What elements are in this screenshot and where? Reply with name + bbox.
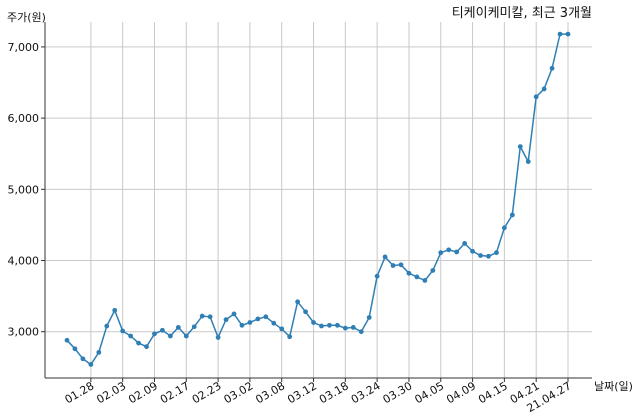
data-point (509, 212, 515, 218)
data-point (454, 249, 460, 255)
y-tick-label: 6,000 (8, 112, 40, 125)
data-point (366, 315, 372, 320)
axes (41, 22, 592, 382)
x-tick-label: 03.18 (317, 379, 351, 406)
chart-title: 티케이케미칼, 최근 3개월 (452, 6, 592, 21)
data-point (128, 333, 134, 339)
data-point (223, 317, 229, 323)
data-point (390, 263, 396, 268)
data-point (271, 320, 277, 326)
x-tick-labels: 01.2802.0302.0902.1702.2303.0203.0803.12… (63, 379, 574, 415)
data-point (342, 325, 348, 331)
y-tick-label: 5,000 (8, 183, 40, 196)
x-tick-label: 03.24 (349, 379, 383, 406)
data-point (446, 247, 452, 253)
x-tick-label: 03.30 (381, 379, 415, 406)
data-point (462, 241, 468, 246)
data-point (88, 362, 94, 367)
data-point (438, 250, 444, 256)
x-tick-label: 04.09 (444, 379, 478, 406)
data-point (303, 309, 308, 315)
data-point (231, 311, 237, 317)
data-point (533, 94, 539, 100)
series-line (66, 33, 568, 366)
x-tick-label: 03.02 (222, 379, 256, 406)
data-point (327, 322, 332, 328)
x-tick-label: 02.17 (158, 379, 192, 406)
data-point (541, 86, 547, 92)
data-point (374, 273, 380, 279)
data-point (350, 325, 356, 330)
data-point (319, 323, 324, 329)
data-point (175, 325, 181, 330)
data-point (295, 299, 301, 305)
x-tick-label: 03.08 (253, 379, 287, 406)
data-point (398, 262, 404, 268)
data-point (120, 328, 126, 334)
x-tick-label: 03.12 (285, 379, 319, 406)
data-point (152, 331, 157, 337)
x-tick-label: 01.28 (63, 379, 97, 406)
data-point (215, 335, 221, 340)
data-point (72, 346, 78, 352)
x-tick-label: 02.03 (94, 379, 128, 406)
y-tick-label: 3,000 (8, 326, 40, 339)
y-tick-labels: 3,000 4,000 5,000 6,000 7,000 (8, 41, 40, 339)
data-point (565, 31, 571, 37)
y-axis-title: 주가(원) (7, 11, 46, 24)
data-point (478, 253, 483, 258)
y-tick-label: 7,000 (8, 41, 40, 54)
data-point (279, 326, 285, 332)
x-axis-title: 날짜(일) (594, 379, 633, 393)
data-point (334, 322, 340, 328)
y-tick-label: 4,000 (8, 255, 40, 268)
data-point (287, 334, 293, 340)
data-point (239, 322, 245, 328)
data-point (311, 320, 316, 325)
data-point (263, 314, 269, 320)
data-point (382, 254, 388, 260)
data-point (247, 320, 253, 325)
data-point (112, 307, 118, 313)
data-point (486, 253, 491, 259)
data-point (183, 333, 189, 339)
grid-lines (45, 22, 592, 378)
data-point (358, 329, 364, 335)
data-point (64, 337, 70, 343)
data-point (191, 324, 197, 330)
data-point (549, 65, 555, 71)
data-point (525, 159, 531, 164)
data-point (517, 144, 523, 150)
data-point (96, 349, 102, 355)
data-point (80, 356, 86, 362)
x-tick-label: 02.23 (190, 379, 224, 406)
data-point (422, 278, 428, 283)
data-point (470, 248, 475, 254)
data-point (414, 274, 420, 280)
data-point (167, 333, 173, 339)
data-point (199, 313, 205, 319)
x-tick-label: 04.05 (412, 379, 446, 406)
price-series (64, 31, 571, 367)
x-tick-label: 04.15 (476, 379, 510, 406)
data-point (501, 225, 507, 231)
data-point (406, 270, 412, 276)
data-point (104, 323, 110, 329)
data-point (136, 340, 141, 346)
data-point (255, 316, 261, 322)
data-point (430, 268, 436, 273)
data-point (557, 31, 563, 37)
data-point (144, 344, 149, 350)
data-point (160, 327, 165, 333)
x-tick-label: 02.09 (126, 379, 160, 406)
data-point (207, 314, 213, 320)
data-point (494, 250, 499, 256)
